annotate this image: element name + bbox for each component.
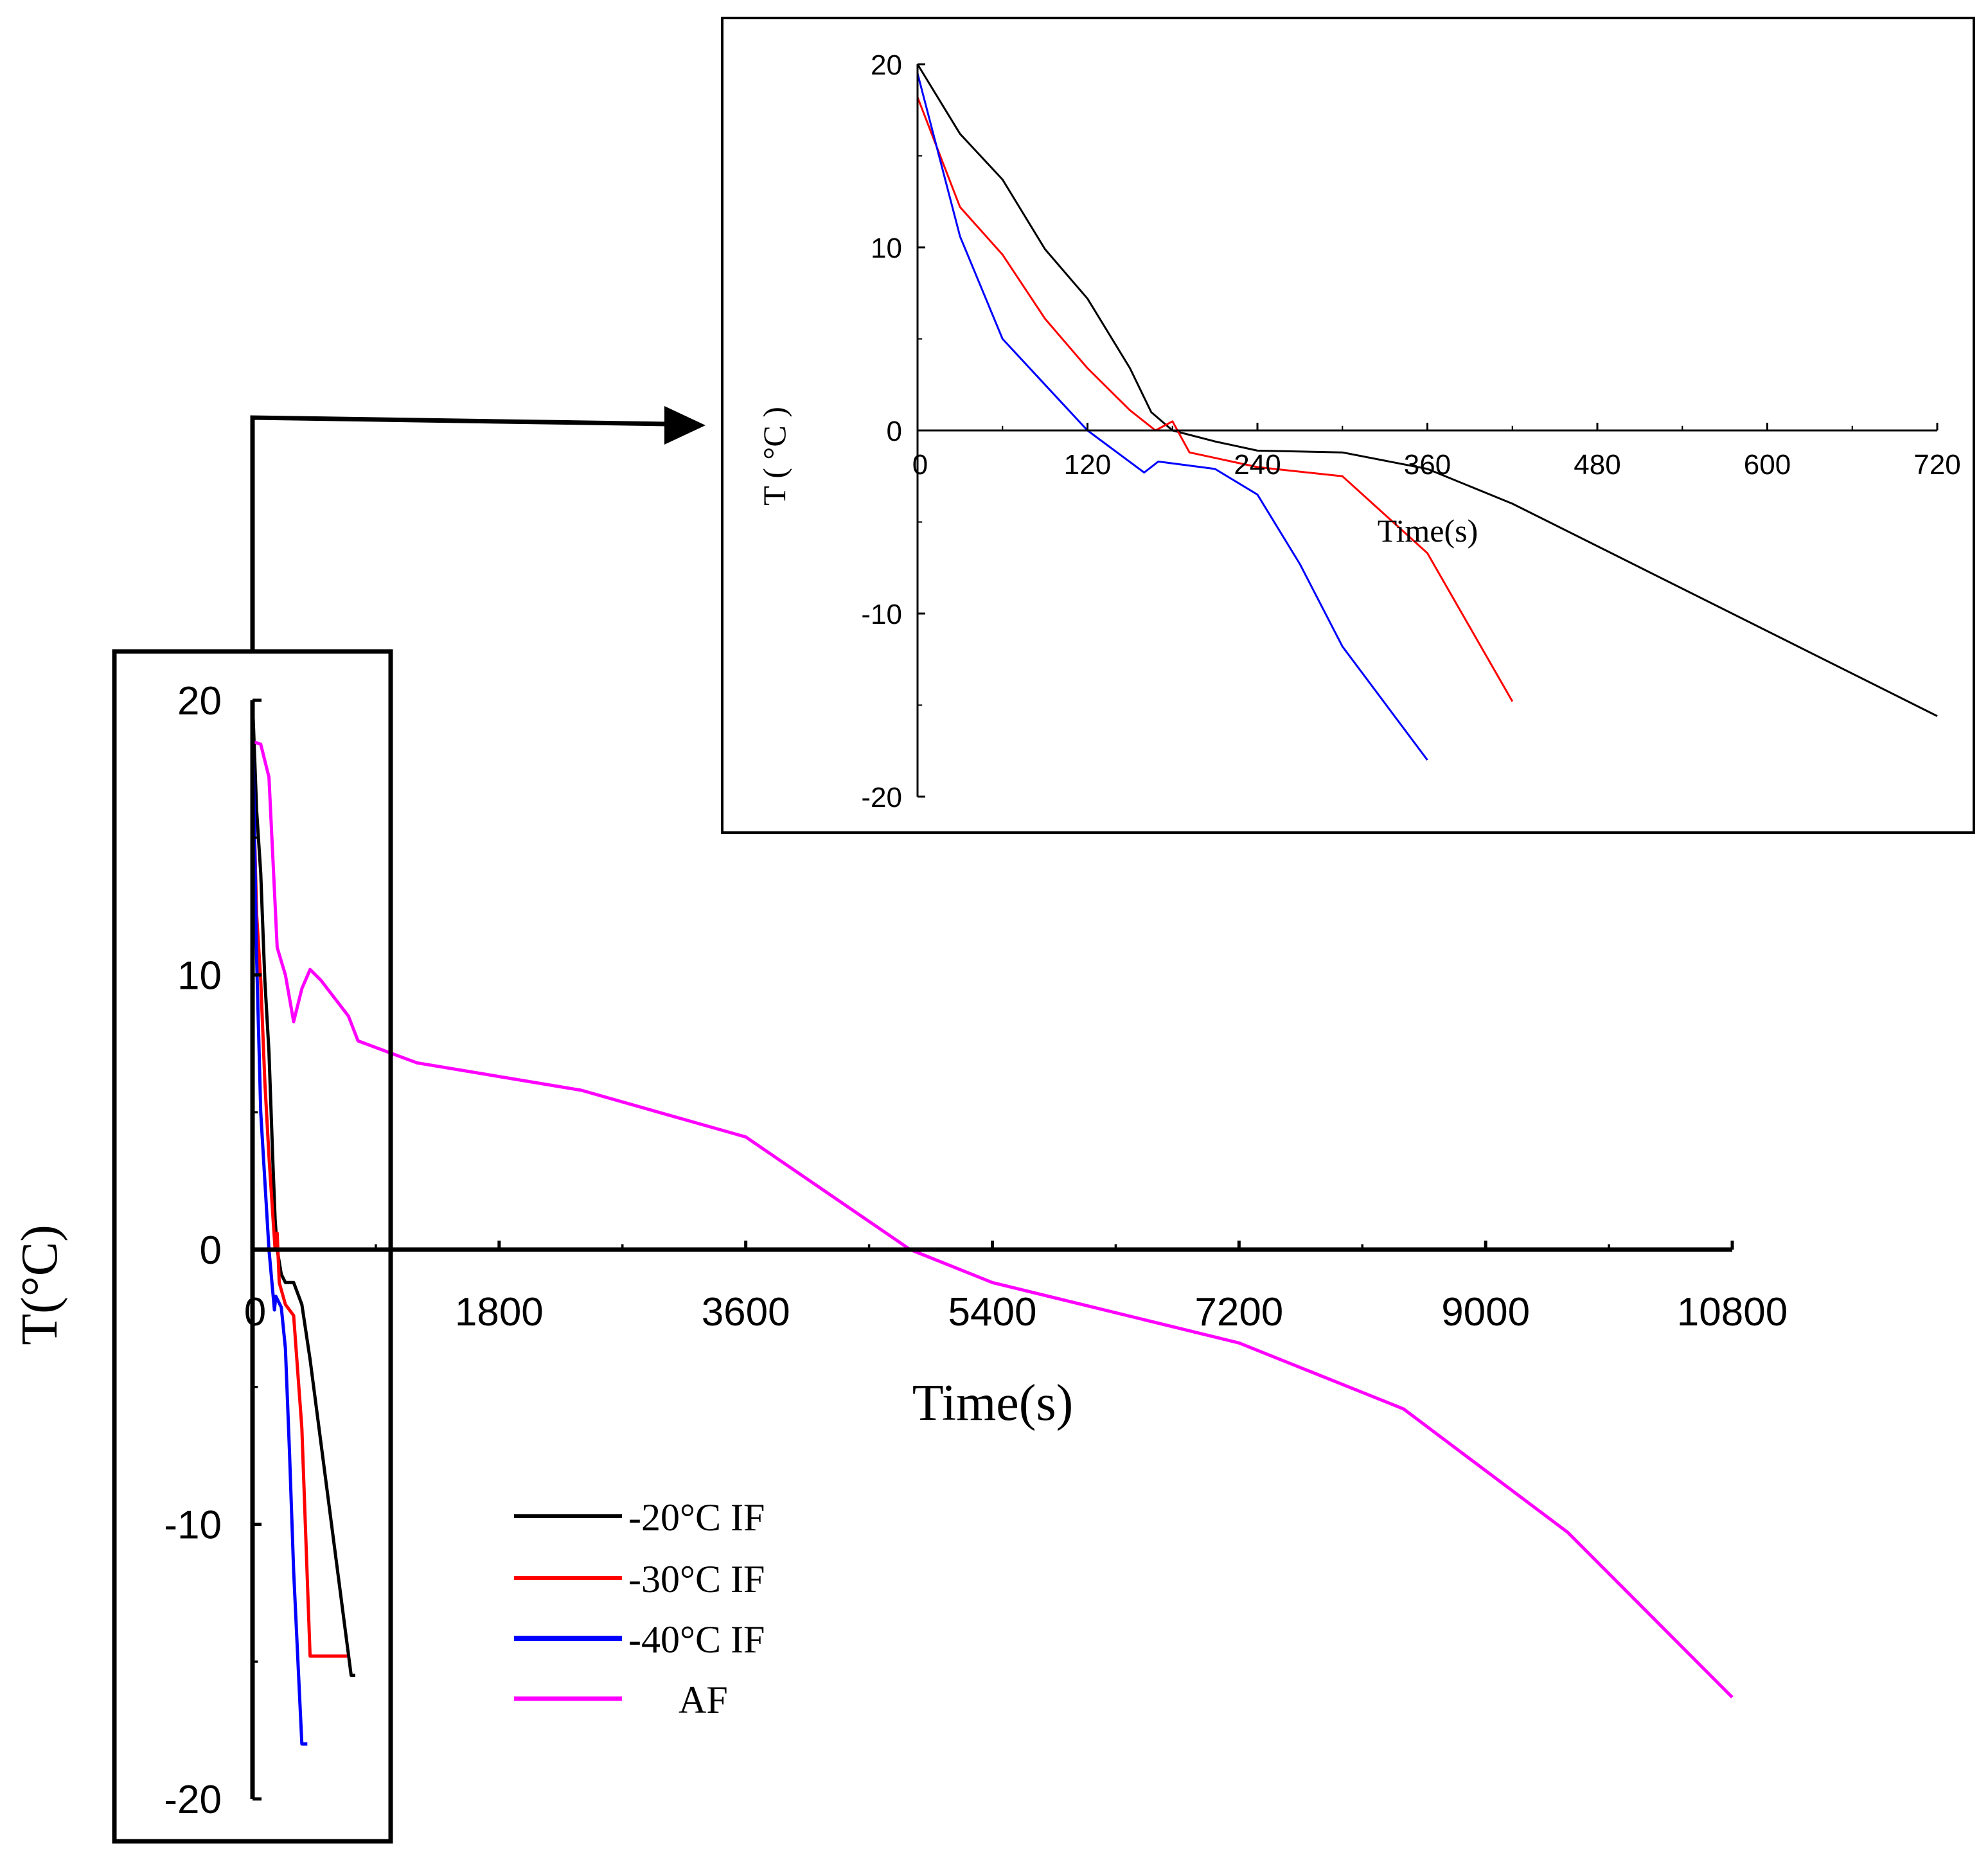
x-tick-label: 360 (1404, 449, 1451, 481)
inset-frame (721, 17, 1975, 834)
x-tick-label: 10800 (1677, 1290, 1788, 1334)
y-tick-label: -20 (861, 782, 902, 813)
x-tick-label: 1800 (455, 1290, 544, 1334)
x-tick-label: 3600 (702, 1290, 790, 1334)
legend-label: -30°C IF (628, 1558, 765, 1600)
y-tick-label: 20 (871, 49, 902, 81)
main-chart: 0 1800 3600 5400 7200 9000 10800 -20 -10 0 10 20 Ti… (12, 679, 1788, 1822)
legend-item: -30°C IF (514, 1558, 765, 1600)
main-x-axis-title: Time(s) (912, 1375, 1073, 1431)
y-tick-label: 0 (200, 1228, 222, 1273)
legend: -20°C IF -30°C IF -40°C IF AF (514, 1496, 765, 1721)
connector-line (250, 415, 669, 651)
legend-label: -40°C IF (628, 1618, 765, 1661)
main-ticks (251, 698, 1734, 1801)
legend-label: AF (679, 1679, 728, 1721)
main-tick-labels: 0 1800 3600 5400 7200 9000 10800 -20 -10 0 10 20 (164, 679, 1788, 1822)
main-series-layer (251, 700, 1734, 1746)
series-line (252, 739, 1734, 1699)
inset-y-axis-title: T ( °C ) (756, 407, 792, 506)
x-tick-label: 7200 (1194, 1290, 1283, 1334)
y-tick-label: 20 (177, 679, 222, 723)
arrow-head-icon (664, 406, 706, 445)
series-line (916, 73, 1428, 761)
x-tick-label: 5400 (948, 1290, 1037, 1334)
y-tick-label: 10 (177, 954, 222, 998)
x-tick-label: 120 (1064, 449, 1111, 481)
x-tick-label: 480 (1574, 449, 1620, 481)
y-tick-label: -10 (164, 1503, 222, 1548)
y-tick-label: -20 (164, 1778, 222, 1822)
x-tick-label: 720 (1913, 449, 1960, 481)
inset-ticks (916, 63, 1939, 798)
inset-chart: 0 120 240 360 480 600 720 -20 -10 0 10 20 Time(s) T… (721, 17, 1975, 834)
x-tick-label: 0 (912, 449, 928, 481)
legend-item: AF (514, 1679, 728, 1721)
legend-item: -20°C IF (514, 1496, 765, 1539)
x-tick-label: 240 (1234, 449, 1281, 481)
main-y-axis-title: T(°C) (12, 1225, 68, 1345)
legend-label: -20°C IF (628, 1496, 765, 1539)
y-tick-label: 0 (887, 416, 902, 447)
zoom-connector-arrow (250, 406, 706, 651)
legend-item: -40°C IF (514, 1618, 765, 1661)
series-line (251, 755, 348, 1658)
x-tick-label: 600 (1744, 449, 1791, 481)
series-line (251, 714, 308, 1746)
x-tick-label: 0 (244, 1290, 266, 1334)
y-tick-label: -10 (861, 599, 902, 630)
series-line (916, 64, 1938, 717)
inset-tick-labels: 0 120 240 360 480 600 720 -20 -10 0 10 20 (861, 49, 1960, 813)
inset-x-axis-title: Time(s) (1378, 513, 1478, 549)
x-tick-label: 9000 (1441, 1290, 1530, 1334)
y-tick-label: 10 (871, 233, 902, 264)
